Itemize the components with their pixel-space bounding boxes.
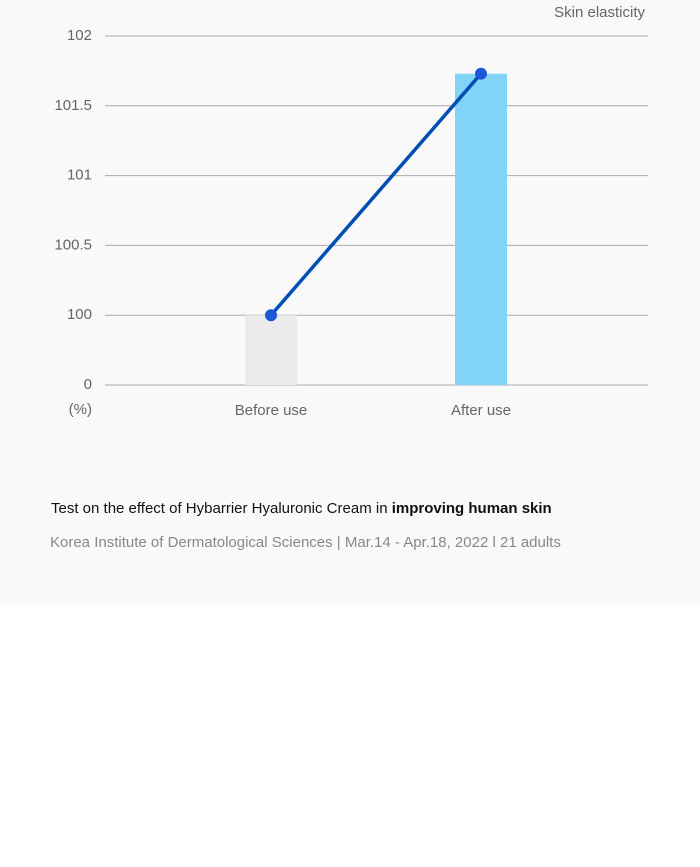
y-tick-label: 101	[67, 167, 92, 184]
caption-bold: improving human skin	[391, 500, 552, 517]
chart-label: Skin elasticity	[554, 4, 645, 21]
bar	[455, 73, 507, 385]
chart: Skin elasticity (%) 0 100 100.5 101 101.5 102…	[54, 4, 648, 419]
caption-text: Test on the effect of Hybarrier Hyaluron…	[51, 500, 392, 517]
panel	[0, 0, 700, 605]
y-tick-label: 100.5	[54, 236, 92, 253]
y-tick-label: 101.5	[54, 97, 92, 114]
point	[265, 309, 277, 322]
x-tick-label: After use	[451, 402, 511, 419]
y-tick-label: 0	[84, 376, 92, 393]
y-tick-label: 102	[67, 27, 92, 44]
y-unit: (%)	[69, 401, 92, 418]
source: Korea Institute of Dermatological Scienc…	[50, 534, 561, 551]
bar	[245, 315, 297, 385]
x-tick-label: Before use	[235, 402, 308, 419]
point	[475, 67, 487, 80]
line	[269, 72, 483, 317]
y-tick-label: 100	[67, 306, 92, 323]
caption: Test on the effect of Hybarrier Hyaluron…	[51, 500, 552, 517]
